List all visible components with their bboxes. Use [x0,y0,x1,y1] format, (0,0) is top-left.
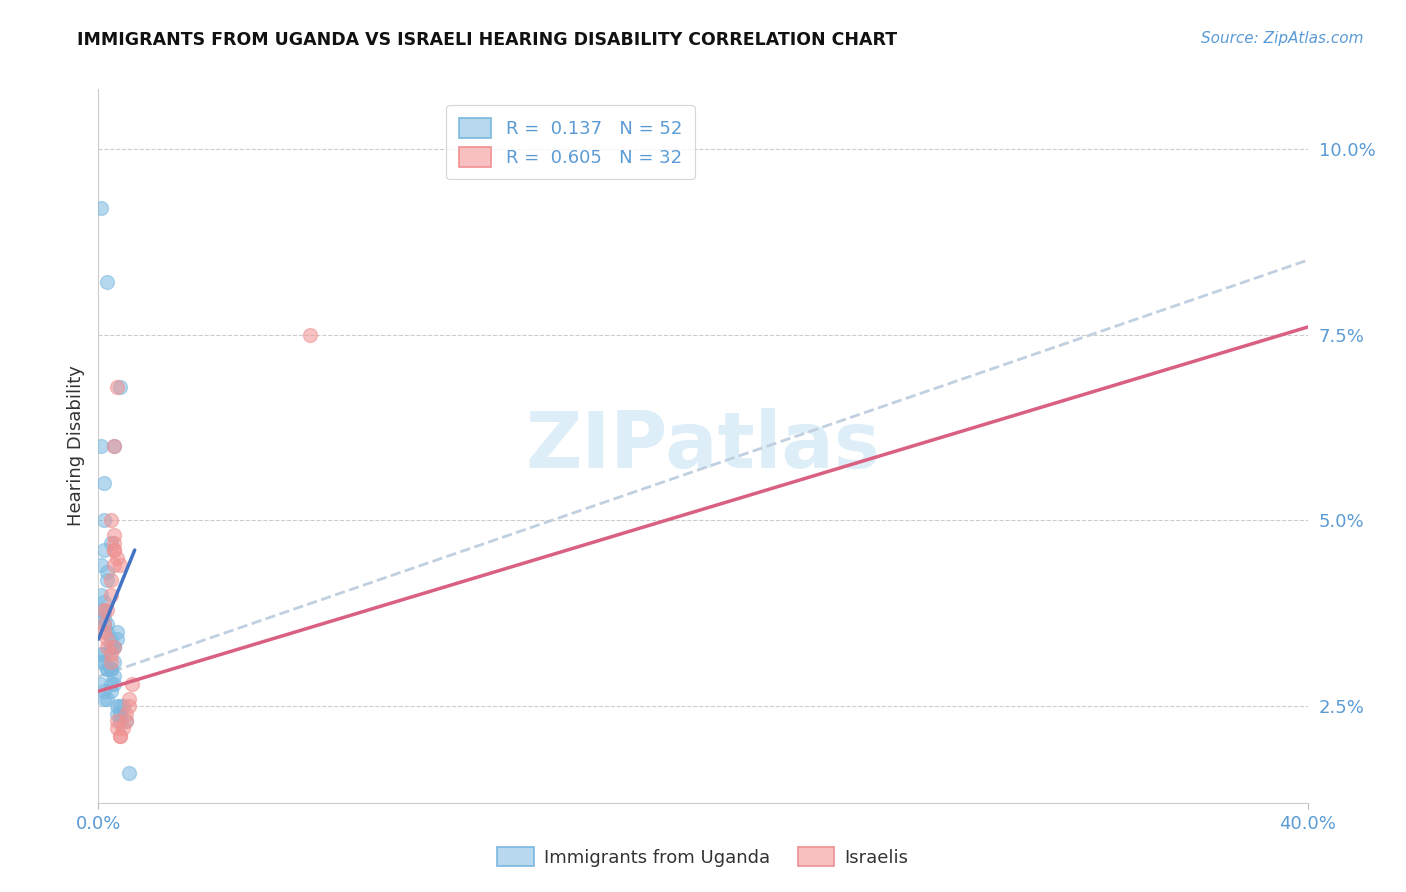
Point [103,655,125,669]
Point [90,647,112,661]
Point [299,327,322,342]
Point [90,677,112,691]
Point [93,624,115,639]
Point [118,699,141,714]
Text: Source: ZipAtlas.com: Source: ZipAtlas.com [1201,31,1364,46]
Point [103,640,125,654]
Point [103,535,125,549]
Point [100,535,122,549]
Point [121,677,143,691]
Point [111,699,134,714]
Point [103,640,125,654]
Point [96,632,118,647]
Point [96,617,118,632]
Legend: R =  0.137   N = 52, R =  0.605   N = 32: R = 0.137 N = 52, R = 0.605 N = 32 [446,105,695,179]
Point [96,662,118,676]
Point [105,379,128,393]
Point [93,543,115,558]
Point [103,677,125,691]
Point [93,595,115,609]
Point [100,632,122,647]
Point [100,588,122,602]
Point [90,439,112,453]
Point [103,439,125,453]
Point [105,706,128,721]
Text: IMMIGRANTS FROM UGANDA VS ISRAELI HEARING DISABILITY CORRELATION CHART: IMMIGRANTS FROM UGANDA VS ISRAELI HEARIN… [77,31,897,49]
Point [108,729,131,743]
Point [108,699,131,714]
Point [100,513,122,527]
Point [93,655,115,669]
Point [93,617,115,632]
Point [90,602,112,616]
Point [96,624,118,639]
Point [108,558,131,572]
Point [96,691,118,706]
Point [93,602,115,616]
Point [93,610,115,624]
Point [118,766,141,780]
Point [96,566,118,580]
Point [103,543,125,558]
Point [93,647,115,661]
Point [96,602,118,616]
Point [90,655,112,669]
Point [96,573,118,587]
Point [114,714,136,728]
Point [105,699,128,714]
Point [90,201,112,215]
Point [108,379,131,393]
Point [93,513,115,527]
Point [93,617,115,632]
Point [105,632,128,647]
Point [111,722,134,736]
Point [96,662,118,676]
Point [93,691,115,706]
Point [100,684,122,698]
Point [90,610,112,624]
Point [96,640,118,654]
Point [103,558,125,572]
Point [100,647,122,661]
Point [90,588,112,602]
Point [108,714,131,728]
Point [105,714,128,728]
Point [90,558,112,572]
Point [114,706,136,721]
Point [114,714,136,728]
Point [100,573,122,587]
Point [118,691,141,706]
Point [108,729,131,743]
Point [103,528,125,542]
Point [105,550,128,565]
Y-axis label: Hearing Disability: Hearing Disability [66,366,84,526]
Point [93,684,115,698]
Point [96,276,118,290]
Point [100,655,122,669]
Point [108,706,131,721]
Legend: Immigrants from Uganda, Israelis: Immigrants from Uganda, Israelis [491,840,915,874]
Point [100,640,122,654]
Point [93,476,115,491]
Text: ZIPatlas: ZIPatlas [526,408,880,484]
Point [105,722,128,736]
Point [103,439,125,453]
Point [103,640,125,654]
Point [103,543,125,558]
Point [100,662,122,676]
Point [100,677,122,691]
Point [93,602,115,616]
Point [105,624,128,639]
Point [103,669,125,683]
Point [100,662,122,676]
